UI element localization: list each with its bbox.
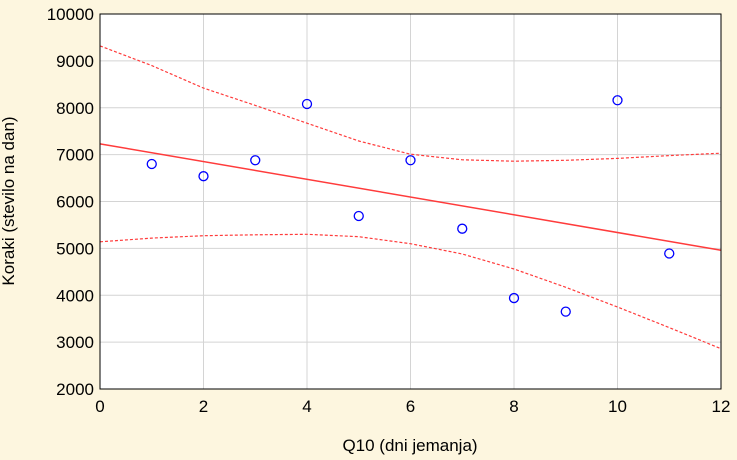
x-tick-label-0: 0 — [95, 397, 104, 416]
data-point-0 — [146, 158, 157, 170]
y-tick-label-0: 2000 — [56, 380, 94, 399]
y-tick-label-1: 3000 — [56, 333, 94, 352]
data-point-7 — [508, 292, 520, 304]
data-point-6 — [457, 223, 468, 234]
y-tick-label-5: 7000 — [56, 146, 94, 165]
x-tick-labels: 0 2 4 6 8 10 12 — [95, 397, 730, 416]
y-tick-label-4: 6000 — [56, 193, 94, 212]
data-points — [146, 95, 675, 317]
y-tick-label-7: 9000 — [56, 52, 94, 71]
x-tick-label-5: 10 — [608, 397, 627, 416]
confidence-bands — [99, 45, 722, 350]
x-tick-label-1: 2 — [199, 397, 208, 416]
y-tick-label-2: 4000 — [56, 286, 94, 305]
data-point-4 — [353, 210, 364, 222]
y-tick-label-6: 8000 — [56, 99, 94, 118]
x-tick-label-2: 4 — [302, 397, 311, 416]
confidence-upper-line — [99, 45, 722, 162]
data-point-10 — [664, 248, 675, 259]
x-axis-title: Q10 (dni jemanja) — [342, 436, 477, 455]
data-point-8 — [560, 306, 571, 317]
y-tick-label-8: 10000 — [47, 5, 94, 24]
data-point-2 — [250, 155, 261, 166]
y-axis-title: Koraki (stevilo na dan) — [0, 116, 18, 285]
data-point-9 — [612, 95, 623, 106]
x-tick-label-3: 6 — [406, 397, 415, 416]
data-point-3 — [301, 98, 313, 110]
plot-frame — [99, 13, 722, 390]
x-tick-label-6: 12 — [712, 397, 731, 416]
y-tick-label-3: 5000 — [56, 239, 94, 258]
confidence-lower-line — [99, 233, 722, 350]
data-point-5 — [405, 155, 416, 166]
y-tick-labels: 2000 3000 4000 5000 6000 7000 8000 9000 10000 — [47, 5, 94, 399]
x-tick-label-4: 8 — [509, 397, 518, 416]
regression-line-group — [99, 143, 722, 251]
data-point-1 — [198, 171, 209, 182]
regression-line — [99, 143, 722, 251]
